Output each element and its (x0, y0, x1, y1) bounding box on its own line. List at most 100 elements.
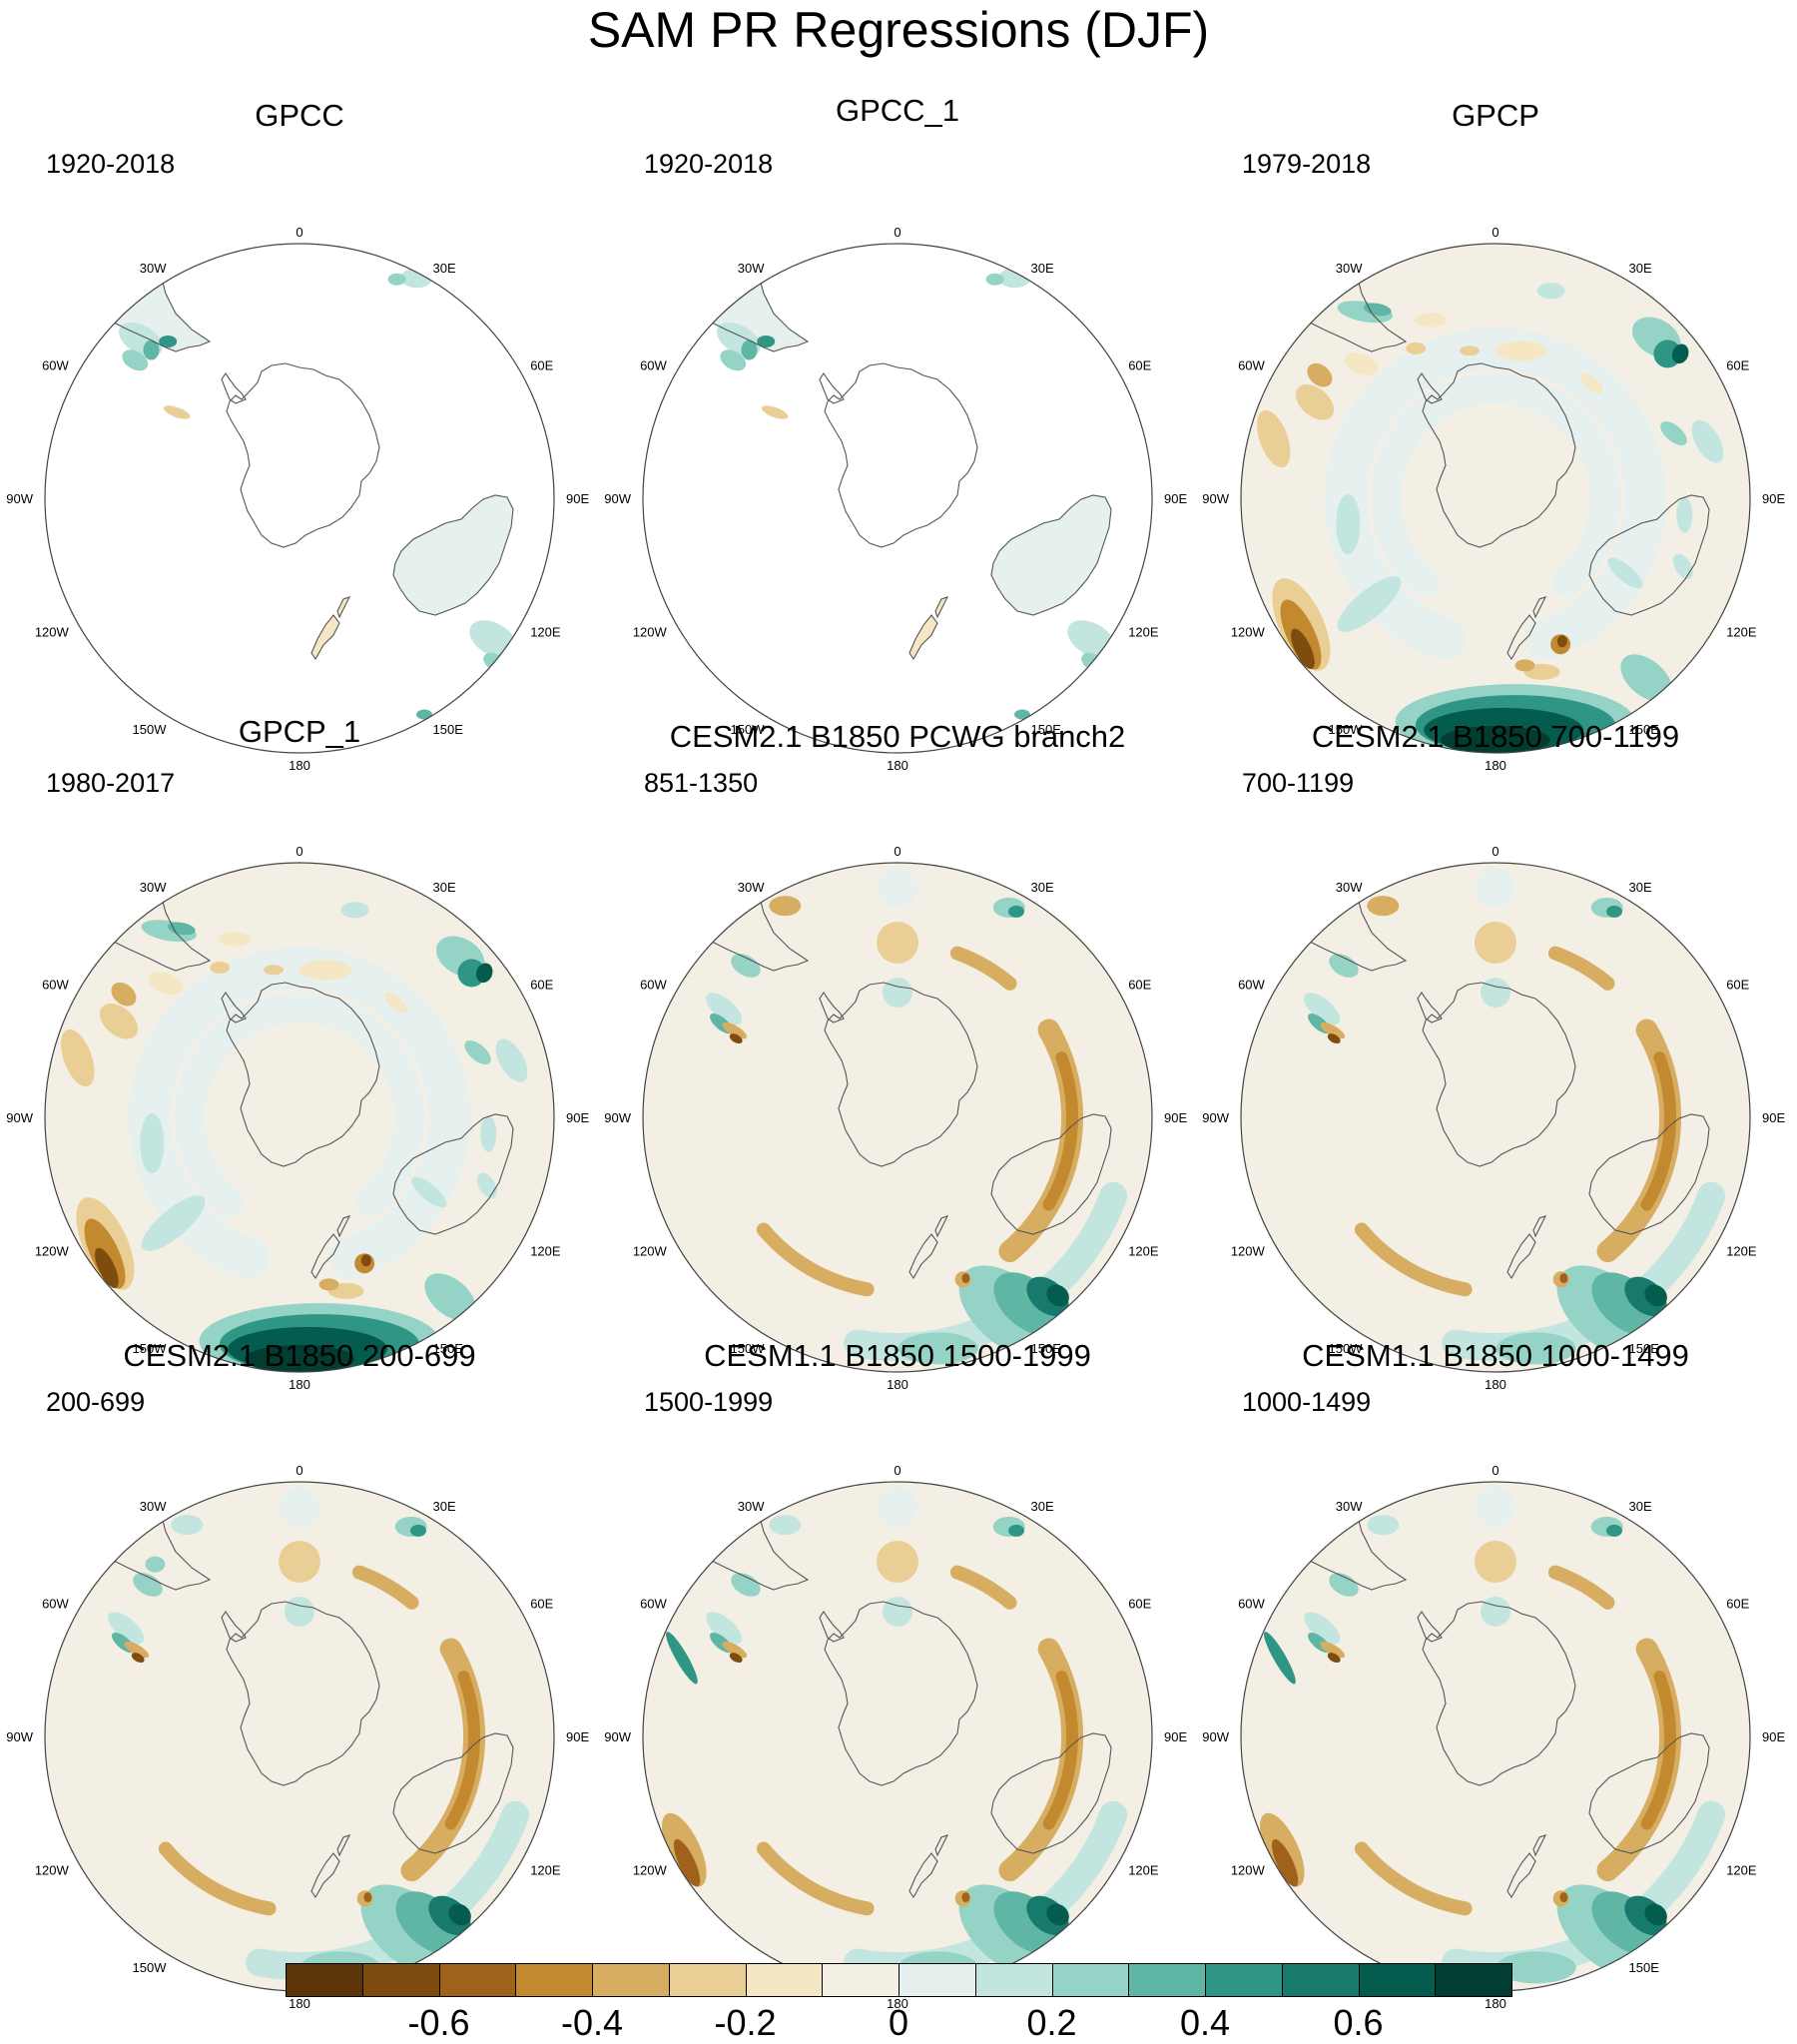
longitude-label: 60W (640, 978, 667, 993)
anomaly-region (340, 902, 369, 919)
coastline (934, 1215, 949, 1238)
longitude-label: 60W (640, 1597, 667, 1612)
coastline (336, 1834, 351, 1857)
longitude-label: 60E (1128, 1597, 1151, 1612)
coastline (955, 166, 1021, 218)
coastline (357, 785, 423, 837)
anomaly-band (1371, 373, 1620, 598)
anomaly-region (300, 960, 351, 981)
colorbar-swatch (974, 1963, 1053, 1997)
longitude-label: 120W (35, 1244, 70, 1259)
longitude-label: 150E (1031, 722, 1062, 737)
longitude-label: 30W (1336, 1499, 1363, 1514)
coastline (934, 1834, 949, 1857)
anomaly-region (384, 992, 407, 1014)
map-background (643, 244, 1152, 753)
longitude-label: 180 (1485, 758, 1506, 773)
longitude-label: 90E (566, 1729, 589, 1744)
coastline (310, 1852, 340, 1899)
longitude-label: 30W (1336, 261, 1363, 276)
anomaly-band (949, 1565, 1017, 1610)
colorbar-swatch (1051, 1963, 1130, 1997)
longitude-label: 90E (1164, 491, 1187, 506)
precipitation-field (706, 868, 1128, 1365)
anomaly-region (1406, 341, 1427, 354)
coastline (1588, 1732, 1710, 1854)
longitude-label: 120W (633, 625, 668, 640)
longitude-label: 90E (1762, 1110, 1785, 1125)
map-boundary (1240, 243, 1751, 754)
map-boundary (44, 243, 555, 754)
panel-period: 1920-2018 (644, 149, 774, 179)
longitude-label: 30W (738, 1499, 765, 1514)
longitude-label: 60W (640, 358, 667, 373)
coastline (1506, 614, 1536, 661)
longitude-label: 60W (42, 978, 69, 993)
longitude-label: 60E (1726, 978, 1749, 993)
panel-title: GPCC_1 (835, 93, 960, 128)
anomaly-region (363, 1892, 372, 1903)
longitude-label: 60E (1128, 358, 1151, 373)
longitude-label: 120W (1231, 1863, 1266, 1878)
longitude-label: 30W (738, 261, 765, 276)
anomaly-region (731, 1573, 761, 1597)
anomaly-region (1606, 905, 1622, 918)
anomaly-band (1042, 1051, 1078, 1211)
panel-period: 1920-2018 (46, 149, 176, 179)
anomaly-region (757, 336, 776, 347)
anomaly-region (1008, 905, 1024, 918)
map-background (45, 863, 554, 1372)
anomaly-band (444, 1671, 480, 1830)
coastline (1532, 1834, 1547, 1857)
anomaly-region (666, 1632, 698, 1685)
coastline (392, 1732, 514, 1854)
coastline (1646, 863, 1672, 870)
anomaly-region (1014, 709, 1030, 720)
longitude-label: 120E (1128, 1244, 1159, 1259)
longitude-label: 90W (604, 1110, 631, 1125)
coastline (1588, 1113, 1710, 1235)
anomaly-region (387, 273, 406, 286)
longitude-label: 60E (1128, 978, 1151, 993)
longitude-label: 180 (887, 1996, 908, 2011)
colorbar-tick-label: -0.6 (407, 2002, 470, 2043)
panel-period: 1000-1499 (1242, 1387, 1372, 1417)
panel-title: CESM2.1 B1850 200-699 (123, 1338, 476, 1373)
colorbar-swatch (745, 1963, 824, 1997)
coastline (824, 362, 978, 548)
longitude-label: 0 (296, 844, 302, 859)
longitude-label: 120E (1726, 1863, 1757, 1878)
colorbar-swatch (1358, 1963, 1437, 1997)
precipitation-field (1304, 868, 1726, 1365)
anomaly-region (706, 1612, 743, 1645)
coastline (1506, 1233, 1536, 1280)
longitude-label: 0 (894, 1463, 900, 1478)
precipitation-field (108, 1487, 530, 1984)
colorbar-tick-label: 0.2 (1026, 2002, 1077, 2043)
longitude-label: 180 (887, 758, 908, 773)
colorbar-swatch (822, 1963, 899, 1997)
coastline (1048, 244, 1074, 251)
coastline (908, 614, 938, 661)
panel-period: 1980-2017 (46, 768, 176, 798)
coastline (226, 1601, 380, 1786)
land-anomaly (357, 166, 423, 218)
anomaly-region (163, 405, 191, 419)
anomaly-region (210, 961, 231, 974)
colorbar-tick-label: 0.4 (1179, 2002, 1231, 2043)
anomaly-region (424, 1273, 476, 1321)
precipitation-field (61, 902, 528, 1372)
longitude-label: 90W (604, 1729, 631, 1744)
anomaly-region (1367, 1515, 1400, 1536)
longitude-label: 60W (1238, 358, 1265, 373)
longitude-label: 60W (42, 358, 69, 373)
longitude-label: 60W (1238, 1597, 1265, 1612)
longitude-label: 90E (1762, 1729, 1785, 1744)
land-anomaly (955, 166, 1021, 218)
coastline (392, 1113, 514, 1235)
panel-gpcc: GPCC 1920-2018 0 30E 60E 90E 120E 150E 180 150W… (0, 82, 599, 773)
anomaly-region (761, 405, 789, 419)
colorbar-swatch (361, 1963, 440, 1997)
